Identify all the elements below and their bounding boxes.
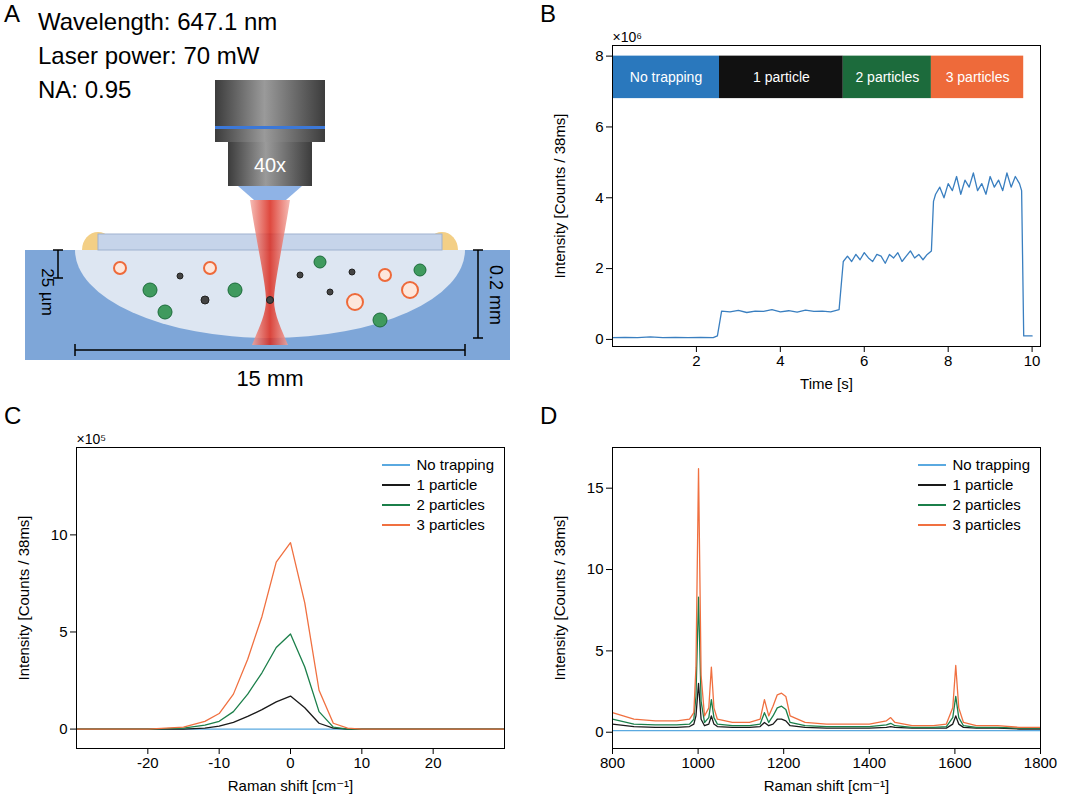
svg-text:Raman shift [cm⁻¹]: Raman shift [cm⁻¹] <box>764 777 889 794</box>
svg-text:0: 0 <box>595 330 603 347</box>
svg-text:5: 5 <box>595 642 603 659</box>
svg-text:4: 4 <box>776 352 784 369</box>
svg-text:40x: 40x <box>254 154 286 176</box>
html-text:2 particles: 2 particles <box>416 496 485 513</box>
html-text:1 particle: 1 particle <box>416 476 478 493</box>
svg-text:×10⁶: ×10⁶ <box>613 29 643 45</box>
svg-text:2: 2 <box>692 352 700 369</box>
svg-text:4: 4 <box>595 189 603 206</box>
svg-text:Time [s]: Time [s] <box>800 375 853 392</box>
html-text:No trapping: No trapping <box>416 456 494 473</box>
svg-text:1400: 1400 <box>853 754 886 771</box>
svg-text:10: 10 <box>1024 352 1041 369</box>
svg-text:Intensity [Counts / 38ms]: Intensity [Counts / 38ms] <box>551 113 568 278</box>
svg-text:5: 5 <box>59 623 67 640</box>
svg-text:10: 10 <box>51 526 68 543</box>
svg-text:25 µm: 25 µm <box>38 268 57 316</box>
svg-text:15: 15 <box>587 479 604 496</box>
svg-text:2 particles: 2 particles <box>855 69 919 85</box>
html-text:No trapping: No trapping <box>952 456 1030 473</box>
html-text:A: A <box>4 0 20 27</box>
svg-text:800: 800 <box>600 754 625 771</box>
svg-text:1600: 1600 <box>938 754 971 771</box>
svg-text:1200: 1200 <box>767 754 800 771</box>
svg-text:Intensity [Counts / 38ms]: Intensity [Counts / 38ms] <box>551 515 568 680</box>
svg-text:8: 8 <box>944 352 952 369</box>
svg-text:6: 6 <box>595 118 603 135</box>
svg-text:0: 0 <box>59 720 67 737</box>
svg-text:Raman shift [cm⁻¹]: Raman shift [cm⁻¹] <box>228 777 353 794</box>
svg-text:0: 0 <box>286 754 294 771</box>
svg-text:Intensity [Counts / 38ms]: Intensity [Counts / 38ms] <box>15 515 32 680</box>
svg-text:-20: -20 <box>137 754 159 771</box>
html-text:1 particle: 1 particle <box>952 476 1014 493</box>
html-text:3 particles: 3 particles <box>416 516 485 533</box>
svg-text:1 particle: 1 particle <box>753 69 810 85</box>
html-text:D: D <box>540 402 558 429</box>
svg-text:No trapping: No trapping <box>630 69 702 85</box>
svg-text:10: 10 <box>587 560 604 577</box>
svg-text:1800: 1800 <box>1024 754 1057 771</box>
svg-text:0.2 mm: 0.2 mm <box>486 265 506 325</box>
svg-text:6: 6 <box>860 352 868 369</box>
svg-text:0: 0 <box>595 723 603 740</box>
html-text:C: C <box>4 402 22 429</box>
svg-text:8: 8 <box>595 47 603 64</box>
svg-text:3 particles: 3 particles <box>946 69 1010 85</box>
svg-text:-10: -10 <box>208 754 230 771</box>
svg-text:20: 20 <box>425 754 442 771</box>
html-text:B: B <box>540 0 556 27</box>
svg-text:2: 2 <box>595 259 603 276</box>
html-text:2 particles: 2 particles <box>952 496 1021 513</box>
svg-text:NA: 0.95: NA: 0.95 <box>38 76 131 103</box>
svg-text:1000: 1000 <box>681 754 714 771</box>
svg-text:×10⁵: ×10⁵ <box>77 431 107 447</box>
svg-text:10: 10 <box>353 754 370 771</box>
svg-text:15 mm: 15 mm <box>236 366 303 391</box>
svg-text:Wavelength: 647.1 nm: Wavelength: 647.1 nm <box>38 8 277 35</box>
html-text:3 particles: 3 particles <box>952 516 1021 533</box>
svg-text:Laser power: 70 mW: Laser power: 70 mW <box>38 42 260 69</box>
